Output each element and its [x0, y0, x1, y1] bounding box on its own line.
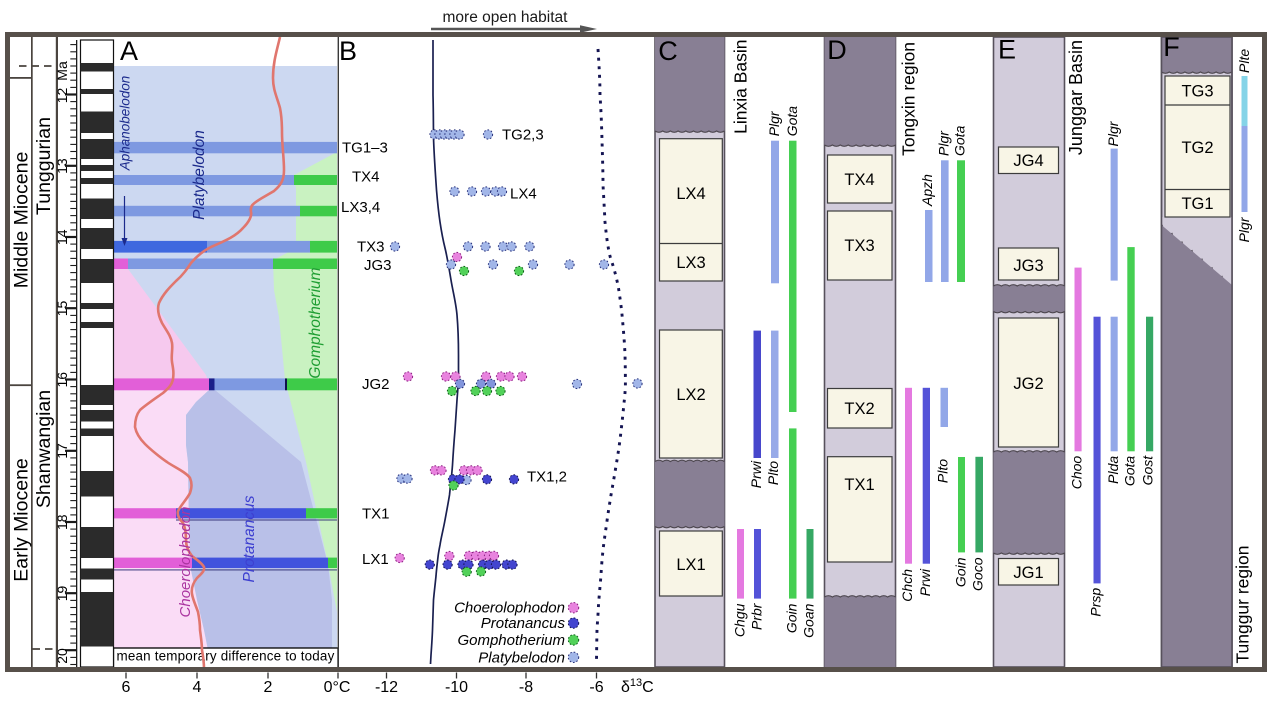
svg-text:Goin: Goin	[953, 557, 969, 587]
svg-text:-10: -10	[445, 679, 468, 696]
svg-text:Shanwangian: Shanwangian	[33, 390, 55, 508]
svg-text:LX1: LX1	[676, 556, 705, 574]
svg-text:Plte: Plte	[1236, 49, 1252, 73]
svg-text:LX4: LX4	[676, 185, 705, 203]
svg-text:Tongxin region: Tongxin region	[899, 42, 919, 156]
svg-text:Choerolophodon: Choerolophodon	[454, 600, 565, 617]
svg-text:Protanancus: Protanancus	[241, 495, 258, 582]
svg-text:Goan: Goan	[801, 603, 817, 637]
svg-text:LX3,4: LX3,4	[341, 199, 380, 216]
svg-text:Plgr: Plgr	[766, 110, 782, 136]
svg-text:Goin: Goin	[784, 603, 800, 633]
svg-text:Protanancus: Protanancus	[481, 615, 566, 632]
svg-text:Gost: Gost	[1140, 455, 1156, 486]
svg-text:F: F	[1163, 32, 1180, 62]
svg-text:-6: -6	[589, 679, 603, 696]
svg-text:Plda: Plda	[1105, 456, 1121, 484]
svg-text:TG2: TG2	[1181, 139, 1213, 157]
svg-text:TG1–3: TG1–3	[342, 140, 388, 157]
svg-text:D: D	[827, 35, 847, 65]
svg-text:18: 18	[54, 514, 70, 530]
svg-text:mean temporary difference to t: mean temporary difference to today	[117, 649, 335, 664]
svg-text:LX3: LX3	[676, 254, 705, 272]
svg-text:JG2: JG2	[1013, 375, 1043, 393]
svg-text:Prwi: Prwi	[748, 460, 764, 488]
svg-text:13: 13	[54, 158, 70, 174]
svg-text:Chgu: Chgu	[732, 603, 748, 637]
svg-text:Junggar Basin: Junggar Basin	[1066, 40, 1086, 155]
svg-text:B: B	[339, 36, 357, 66]
svg-text:-8: -8	[519, 679, 533, 696]
svg-text:JG3: JG3	[364, 257, 392, 274]
svg-text:2: 2	[264, 679, 273, 696]
svg-text:Choo: Choo	[1069, 456, 1085, 490]
svg-text:Gota: Gota	[952, 125, 968, 156]
svg-text:E: E	[998, 35, 1016, 65]
svg-text:TX2: TX2	[844, 400, 874, 418]
svg-text:δ13C: δ13C	[621, 677, 654, 696]
svg-text:Gomphotherium: Gomphotherium	[457, 632, 565, 649]
svg-text:16: 16	[54, 372, 70, 388]
svg-text:Gomphotherium: Gomphotherium	[307, 267, 324, 378]
svg-text:JG2: JG2	[362, 376, 390, 393]
svg-text:Ma: Ma	[54, 61, 70, 81]
svg-text:15: 15	[54, 301, 70, 317]
svg-text:Plgr: Plgr	[1105, 120, 1121, 146]
svg-text:Plgr: Plgr	[1236, 216, 1252, 242]
svg-text:more open habitat: more open habitat	[443, 9, 569, 26]
svg-text:Early Miocene: Early Miocene	[11, 458, 33, 582]
svg-text:Chch: Chch	[899, 569, 915, 602]
svg-text:Plto: Plto	[935, 459, 951, 483]
svg-text:TX4: TX4	[352, 169, 380, 186]
svg-text:TX1: TX1	[362, 506, 390, 523]
svg-text:12: 12	[54, 88, 70, 104]
svg-text:Apzh: Apzh	[919, 174, 935, 207]
svg-text:Tunggurian: Tunggurian	[33, 117, 55, 215]
svg-text:6: 6	[122, 679, 131, 696]
svg-text:TX4: TX4	[844, 171, 874, 189]
svg-text:TX1,2: TX1,2	[527, 469, 567, 486]
svg-text:Choerolophodon: Choerolophodon	[177, 507, 194, 618]
svg-text:0°C: 0°C	[324, 679, 351, 696]
svg-text:JG4: JG4	[1013, 152, 1043, 170]
svg-text:Prbr: Prbr	[749, 602, 765, 630]
svg-text:17: 17	[54, 443, 70, 459]
svg-text:Tunggur region: Tunggur region	[1233, 546, 1253, 664]
svg-text:LX2: LX2	[676, 386, 705, 404]
svg-text:JG1: JG1	[1013, 564, 1043, 582]
svg-text:Linxia Basin: Linxia Basin	[731, 40, 751, 134]
svg-text:Plgr: Plgr	[936, 130, 952, 156]
svg-text:Platybelodon: Platybelodon	[478, 649, 565, 666]
svg-text:20: 20	[54, 648, 70, 664]
svg-text:Gota: Gota	[784, 106, 800, 137]
svg-text:C: C	[658, 36, 678, 66]
svg-text:TG3: TG3	[1181, 83, 1213, 101]
svg-text:TG1: TG1	[1181, 195, 1213, 213]
svg-text:Platybelodon: Platybelodon	[191, 130, 208, 220]
svg-text:TX3: TX3	[844, 237, 874, 255]
svg-text:4: 4	[193, 679, 202, 696]
svg-text:Middle Miocene: Middle Miocene	[11, 152, 33, 289]
svg-text:19: 19	[54, 586, 70, 602]
svg-text:Prsp: Prsp	[1088, 588, 1104, 617]
svg-text:Goco: Goco	[970, 557, 986, 591]
svg-text:LX1: LX1	[362, 551, 389, 568]
svg-text:Prwi: Prwi	[917, 568, 933, 596]
svg-text:Aphanobelodon: Aphanobelodon	[118, 76, 133, 172]
svg-text:JG3: JG3	[1013, 257, 1043, 275]
svg-text:TX3: TX3	[357, 239, 385, 256]
svg-text:TX1: TX1	[844, 476, 874, 494]
svg-text:TG2,3: TG2,3	[502, 127, 544, 144]
svg-text:Gota: Gota	[1122, 456, 1138, 487]
svg-text:14: 14	[54, 229, 70, 245]
svg-text:A: A	[120, 36, 138, 66]
svg-text:LX4: LX4	[510, 186, 537, 203]
svg-text:-12: -12	[375, 679, 398, 696]
svg-text:Plto: Plto	[765, 461, 781, 485]
